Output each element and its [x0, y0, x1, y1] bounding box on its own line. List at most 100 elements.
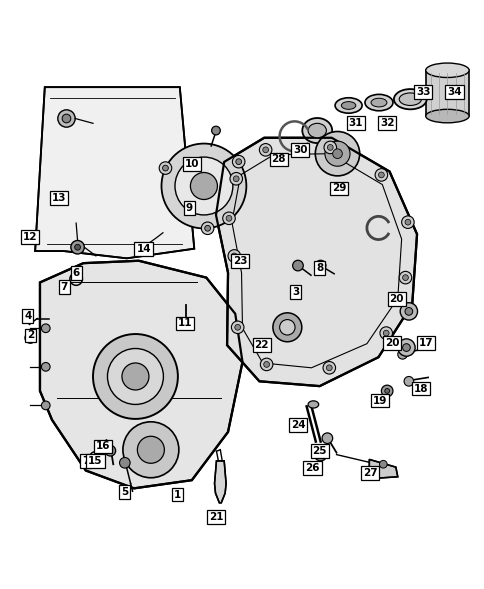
Circle shape [175, 157, 232, 215]
Text: 20: 20 [389, 294, 403, 305]
Circle shape [262, 147, 268, 153]
Text: 3: 3 [291, 287, 299, 297]
Text: 23: 23 [232, 256, 247, 266]
Ellipse shape [302, 118, 332, 143]
Circle shape [105, 445, 116, 456]
Text: 7: 7 [60, 282, 68, 292]
Text: 16: 16 [95, 441, 110, 451]
Circle shape [279, 320, 294, 335]
Ellipse shape [393, 89, 426, 110]
Text: 29: 29 [331, 183, 346, 193]
Circle shape [233, 176, 239, 181]
Circle shape [317, 452, 323, 458]
Circle shape [201, 222, 213, 234]
Circle shape [332, 149, 342, 158]
Circle shape [41, 401, 50, 410]
Circle shape [211, 126, 220, 135]
Circle shape [222, 212, 235, 224]
Circle shape [404, 307, 412, 315]
Circle shape [137, 436, 164, 464]
Circle shape [25, 333, 35, 343]
Circle shape [162, 165, 168, 171]
Text: 25: 25 [312, 446, 326, 456]
Circle shape [62, 114, 71, 123]
Circle shape [231, 253, 237, 259]
Ellipse shape [370, 98, 386, 107]
Circle shape [399, 303, 417, 320]
Polygon shape [368, 459, 397, 479]
Ellipse shape [341, 102, 355, 110]
Circle shape [324, 141, 349, 166]
Circle shape [28, 336, 32, 340]
Text: 13: 13 [52, 193, 66, 203]
Circle shape [226, 216, 231, 221]
Circle shape [234, 325, 240, 330]
Text: 7: 7 [82, 456, 89, 466]
Circle shape [235, 159, 241, 164]
Circle shape [190, 173, 217, 200]
Circle shape [259, 144, 272, 156]
Ellipse shape [425, 110, 468, 123]
Circle shape [401, 216, 413, 229]
Circle shape [41, 324, 50, 333]
Polygon shape [214, 461, 226, 503]
Polygon shape [35, 87, 194, 259]
Circle shape [397, 349, 407, 359]
Circle shape [232, 155, 244, 168]
Circle shape [204, 226, 210, 231]
Polygon shape [425, 70, 468, 116]
Text: 9: 9 [185, 203, 193, 213]
Text: 2: 2 [27, 330, 34, 340]
Text: 22: 22 [254, 340, 269, 350]
Circle shape [378, 172, 383, 178]
Text: 10: 10 [184, 159, 199, 169]
Circle shape [93, 334, 178, 419]
Text: 24: 24 [290, 420, 304, 430]
Text: 19: 19 [372, 396, 386, 406]
Text: 21: 21 [208, 512, 223, 522]
Text: 8: 8 [316, 263, 323, 273]
Text: 27: 27 [362, 468, 377, 478]
Ellipse shape [364, 94, 392, 111]
Circle shape [71, 240, 84, 254]
Circle shape [380, 385, 392, 397]
Circle shape [58, 110, 75, 127]
Circle shape [315, 260, 325, 271]
Ellipse shape [334, 98, 362, 113]
Polygon shape [215, 138, 416, 386]
Ellipse shape [307, 123, 326, 138]
Text: 6: 6 [73, 268, 79, 278]
Polygon shape [40, 261, 242, 488]
Text: 28: 28 [271, 154, 286, 164]
Circle shape [374, 168, 387, 181]
Text: 32: 32 [379, 118, 393, 128]
Text: 30: 30 [292, 145, 307, 155]
Ellipse shape [307, 401, 318, 408]
Circle shape [321, 433, 332, 444]
Ellipse shape [398, 93, 421, 105]
Circle shape [382, 330, 388, 336]
Circle shape [159, 162, 171, 174]
Text: 14: 14 [136, 244, 151, 254]
Circle shape [404, 219, 410, 225]
Text: 12: 12 [23, 231, 37, 241]
Circle shape [122, 422, 179, 478]
Circle shape [231, 321, 243, 333]
Text: 1: 1 [173, 489, 181, 499]
Circle shape [314, 448, 326, 461]
Circle shape [379, 327, 392, 339]
Text: 33: 33 [415, 87, 430, 97]
Circle shape [402, 344, 409, 352]
Circle shape [41, 362, 50, 371]
Circle shape [403, 376, 413, 386]
Circle shape [397, 339, 414, 356]
Circle shape [378, 461, 386, 468]
Circle shape [326, 365, 332, 370]
Text: 4: 4 [24, 311, 31, 321]
Circle shape [398, 272, 411, 284]
Circle shape [272, 313, 301, 342]
Circle shape [107, 349, 163, 405]
Text: 20: 20 [384, 337, 398, 348]
Text: 31: 31 [348, 118, 363, 128]
Circle shape [327, 144, 333, 150]
